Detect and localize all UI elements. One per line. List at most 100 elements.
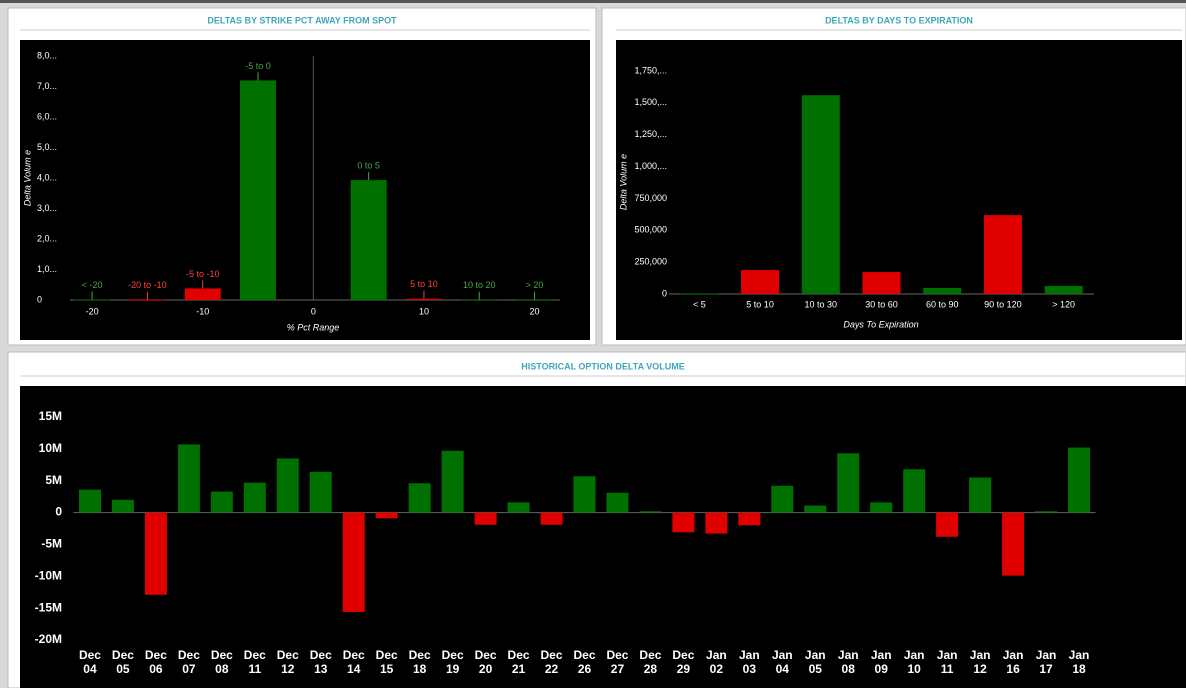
- bar: [606, 492, 629, 513]
- bar: [862, 272, 901, 294]
- plot-area: [20, 40, 590, 340]
- bar: [741, 270, 780, 294]
- data-label: -5 to -10: [186, 269, 220, 279]
- bar: [276, 458, 299, 513]
- data-label: 0 to 5: [357, 161, 380, 171]
- y-tick-label: 2,0...: [37, 233, 57, 243]
- x-tick-label: 0: [311, 306, 316, 316]
- y-tick-label: 1,250,...: [634, 129, 667, 139]
- x-tick-label: 60 to 90: [926, 299, 959, 309]
- x-tick-label: Jan 03: [738, 648, 760, 676]
- bar: [672, 512, 695, 533]
- x-tick-label: Jan 11: [936, 648, 958, 676]
- x-tick-label: Jan 05: [804, 648, 826, 676]
- y-tick-label: 1,750,...: [634, 65, 667, 75]
- y-tick-label: 1,500,...: [634, 97, 667, 107]
- y-tick-label: 5,0...: [37, 142, 57, 152]
- y-tick-label: 8,0...: [37, 50, 57, 60]
- x-tick-label: Dec 20: [474, 648, 497, 676]
- bar: [184, 288, 221, 300]
- x-tick-label: Jan 10: [903, 648, 925, 676]
- x-tick-label: > 120: [1052, 299, 1075, 309]
- x-tick-label: 30 to 60: [865, 299, 898, 309]
- bar: [923, 288, 962, 294]
- y-tick-label: 1,000,...: [634, 161, 667, 171]
- x-tick-label: Jan 08: [837, 648, 859, 676]
- bar: [441, 450, 464, 513]
- bar: [771, 485, 794, 513]
- x-tick-label: Jan 04: [771, 648, 793, 676]
- bar: [210, 491, 233, 513]
- y-tick-label: 1,0...: [37, 264, 57, 274]
- bar: [516, 299, 553, 301]
- plot-area: [616, 40, 1182, 340]
- bar: [540, 512, 563, 525]
- x-tick-label: Dec 19: [441, 648, 464, 676]
- y-tick-label: 3,0...: [37, 203, 57, 213]
- chart-title: DELTAS BY DAYS TO EXPIRATION: [825, 15, 973, 25]
- chart-title: HISTORICAL OPTION DELTA VOLUME: [521, 361, 685, 371]
- bar: [573, 476, 596, 513]
- x-tick-label: Dec 11: [243, 648, 266, 676]
- bar: [350, 180, 387, 300]
- bar: [804, 505, 827, 513]
- y-tick-label: 0: [55, 505, 62, 519]
- x-tick-label: Dec 07: [177, 648, 200, 676]
- bar: [903, 469, 926, 513]
- x-tick-label: Dec 26: [573, 648, 596, 676]
- plot-area: [20, 386, 1186, 688]
- bar: [936, 512, 959, 537]
- bar: [983, 215, 1022, 294]
- x-tick-label: 5 to 10: [746, 299, 774, 309]
- x-tick-label: Dec 27: [606, 648, 629, 676]
- y-tick-label: 0: [37, 294, 42, 304]
- x-tick-label: Jan 18: [1068, 648, 1090, 676]
- data-label: 5 to 10: [410, 279, 438, 289]
- x-tick-label: Dec 29: [672, 648, 695, 676]
- x-tick-label: Dec 28: [639, 648, 662, 676]
- bar: [78, 489, 101, 513]
- bar: [74, 299, 111, 301]
- bar: [309, 471, 332, 513]
- bar: [837, 453, 860, 513]
- y-tick-label: 15M: [39, 409, 62, 423]
- x-tick-label: Jan 12: [969, 648, 991, 676]
- bar: [177, 444, 200, 513]
- bar: [111, 499, 134, 513]
- bar: [240, 80, 277, 301]
- bar: [870, 502, 893, 513]
- data-label: < -20: [82, 280, 103, 290]
- x-tick-label: Dec 15: [375, 648, 398, 676]
- bar: [680, 293, 719, 295]
- bar: [144, 512, 167, 595]
- chart-title: DELTAS BY STRIKE PCT AWAY FROM SPOT: [207, 15, 397, 25]
- y-tick-label: -20M: [35, 632, 62, 646]
- x-tick-label: -10: [196, 306, 209, 316]
- x-tick-label: Dec 14: [342, 648, 365, 676]
- data-label: -20 to -10: [128, 280, 167, 290]
- y-tick-label: 250,000: [634, 257, 667, 267]
- y-tick-label: 6,0...: [37, 111, 57, 121]
- bar: [408, 483, 431, 513]
- x-tick-label: Dec 08: [210, 648, 233, 676]
- x-axis-label: % Pct Range: [287, 322, 340, 332]
- data-label: 10 to 20: [463, 280, 496, 290]
- bar: [375, 512, 398, 519]
- y-axis-label: Delta Volum e: [22, 150, 32, 206]
- x-tick-label: 20: [530, 306, 540, 316]
- y-tick-label: 500,000: [634, 225, 667, 235]
- bar: [1035, 511, 1058, 513]
- y-tick-label: -15M: [35, 600, 62, 614]
- bar: [507, 502, 530, 513]
- x-tick-label: 10 to 30: [805, 299, 838, 309]
- x-tick-label: Dec 13: [309, 648, 332, 676]
- x-tick-label: Jan 02: [706, 648, 727, 676]
- x-tick-label: Dec 05: [111, 648, 134, 676]
- bar: [1044, 285, 1083, 294]
- x-tick-label: Dec 21: [507, 648, 530, 676]
- bar: [738, 512, 761, 526]
- x-tick-label: -20: [86, 306, 99, 316]
- x-axis-label: Days To Expiration: [843, 319, 918, 329]
- bar: [801, 95, 840, 294]
- bar: [969, 477, 992, 513]
